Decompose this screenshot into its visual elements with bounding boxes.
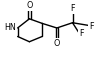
Text: HN: HN: [4, 23, 16, 32]
Text: F: F: [79, 29, 84, 38]
Text: F: F: [89, 22, 93, 31]
Text: F: F: [70, 4, 75, 13]
Text: O: O: [26, 1, 33, 10]
Text: O: O: [54, 39, 60, 48]
